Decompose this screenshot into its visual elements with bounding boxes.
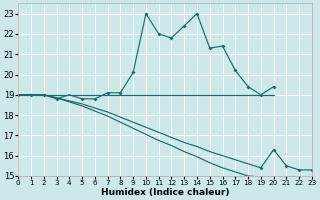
- X-axis label: Humidex (Indice chaleur): Humidex (Indice chaleur): [101, 188, 229, 197]
